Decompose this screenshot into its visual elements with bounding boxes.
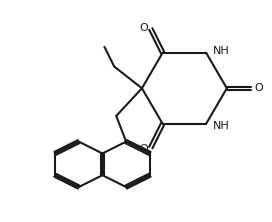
Text: NH: NH xyxy=(213,121,230,131)
Text: NH: NH xyxy=(213,46,230,56)
Text: O: O xyxy=(140,23,148,33)
Text: O: O xyxy=(254,83,263,93)
Text: O: O xyxy=(140,144,148,154)
